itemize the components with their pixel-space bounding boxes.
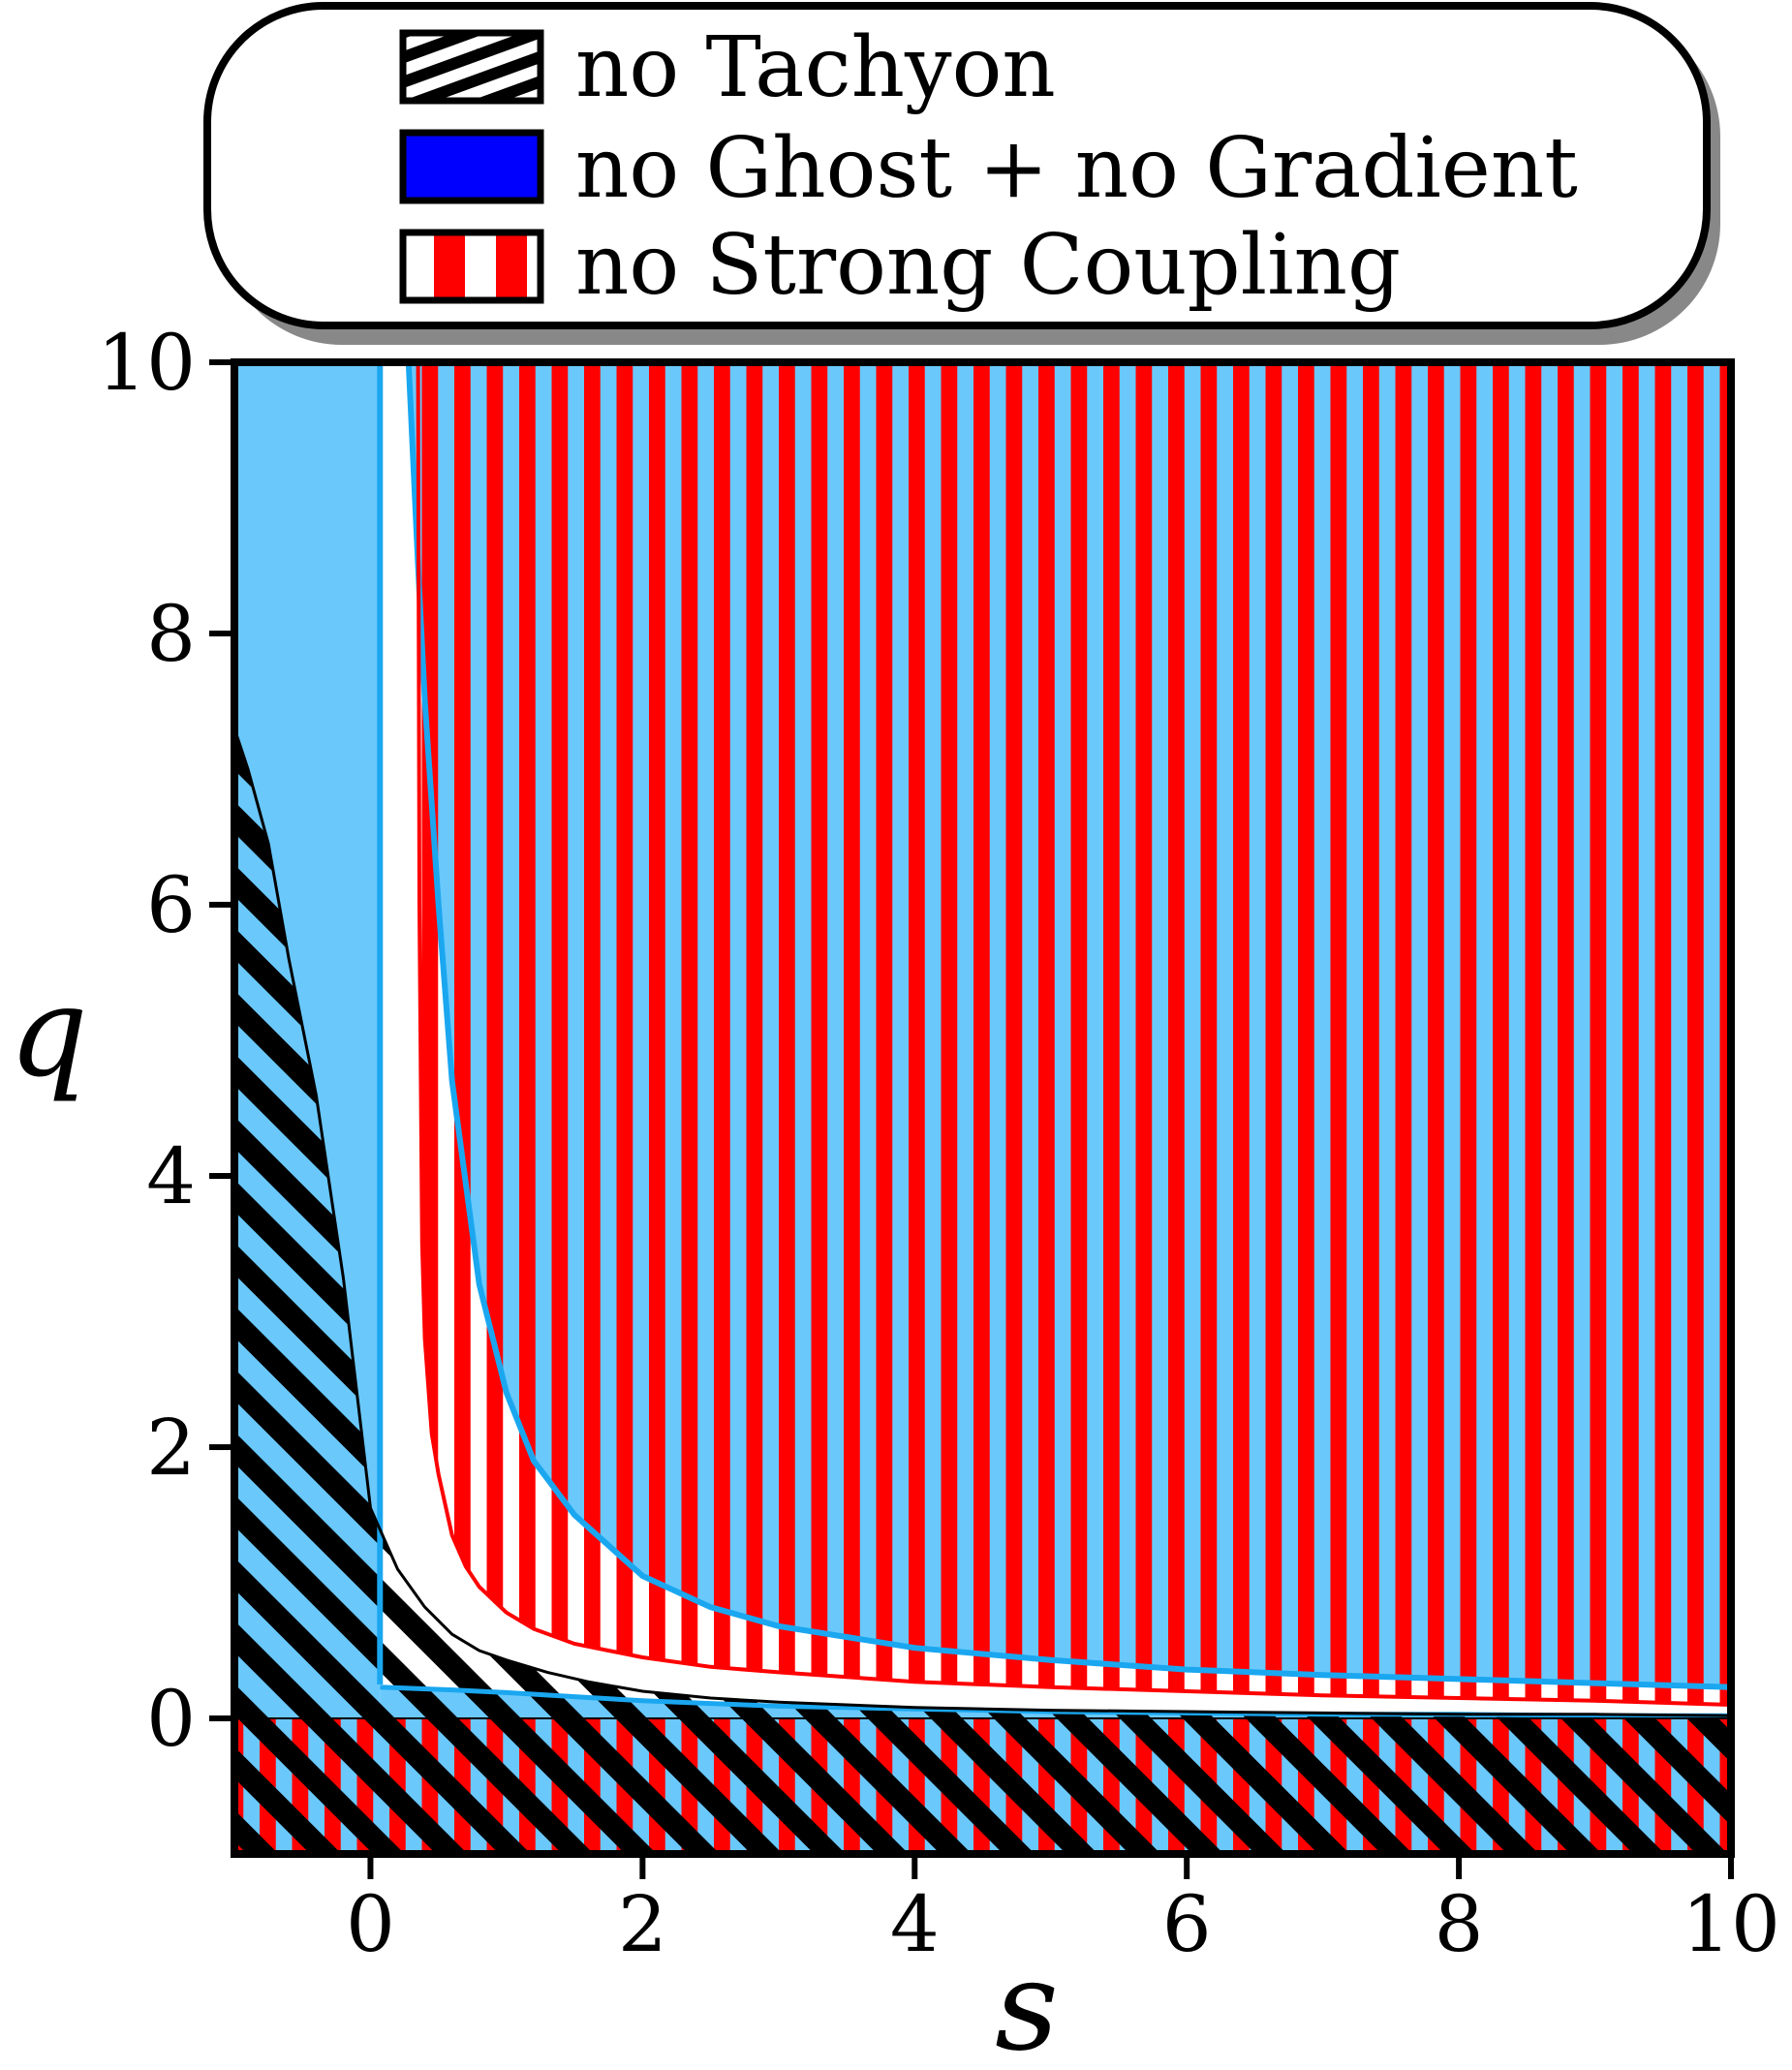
y-tick-label: 4 <box>146 1131 196 1221</box>
y-tick-label: 10 <box>97 318 196 408</box>
legend-swatch-hatch-pattern <box>399 29 544 105</box>
x-tick-label: 8 <box>1435 1879 1484 1969</box>
y-tick-label: 6 <box>146 860 196 950</box>
x-tick-label: 6 <box>1162 1879 1212 1969</box>
tachyon-region <box>234 728 1731 1854</box>
y-tick-label: 0 <box>146 1674 196 1764</box>
y-tick-label: 2 <box>146 1403 196 1493</box>
axes-frame <box>231 358 1735 1858</box>
legend-swatch-blue <box>399 129 544 204</box>
x-tick-label: 10 <box>1682 1879 1780 1969</box>
x-tick-label: 0 <box>346 1879 395 1969</box>
tachyon-boundary <box>234 727 1731 1717</box>
legend-label-no-ghost: no Ghost + no Gradient <box>575 120 1578 217</box>
regions-pattern <box>234 362 1731 1854</box>
legend-swatch-stripes <box>399 229 544 304</box>
x-tick-label: 4 <box>890 1879 940 1969</box>
legend-entry-no-strong-coupling: no Strong Coupling <box>399 217 1401 314</box>
y-axis-label: q <box>9 961 88 1105</box>
legend-box <box>203 2 1711 329</box>
boundaries <box>234 362 1731 1719</box>
legend-entry-no-ghost: no Ghost + no Gradient <box>399 120 1578 217</box>
legend-entry-no-tachyon: no Tachyon <box>399 19 1056 116</box>
x-axis-label: s <box>995 1934 1059 2070</box>
legend: no Tachyon no Ghost + no Gradient no Str… <box>203 2 1720 345</box>
ghost-boundary-curve <box>405 362 1731 1690</box>
strong-coupling-boundary <box>416 362 1731 1707</box>
legend-label-no-strong-coupling: no Strong Coupling <box>575 217 1401 314</box>
y-tick-label: 8 <box>146 589 196 679</box>
strong-coupling-region <box>417 362 1731 1705</box>
legend-label-no-tachyon: no Tachyon <box>575 19 1056 116</box>
x-tick-label: 2 <box>618 1879 667 1969</box>
y-ticks: 0 2 4 6 8 10 <box>97 318 234 1764</box>
plot-area <box>234 362 1731 1854</box>
x-ticks: 0 2 4 6 8 10 <box>346 1854 1780 1969</box>
